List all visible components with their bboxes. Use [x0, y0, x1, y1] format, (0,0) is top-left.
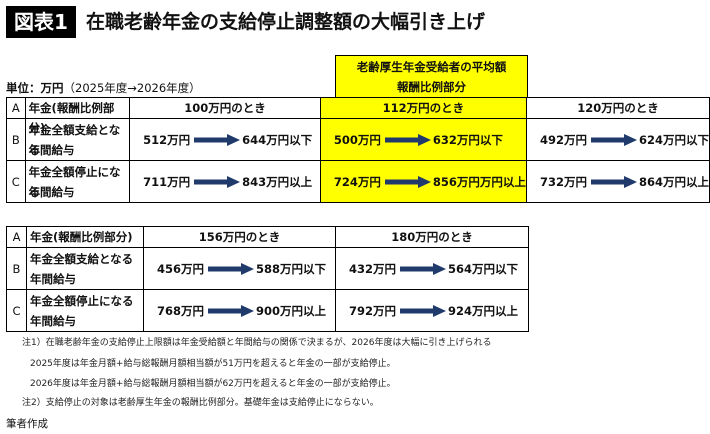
row-label-line: 年金(報酬比例部分)	[30, 230, 133, 244]
value-cell: 512万円 644万円以下	[129, 118, 321, 161]
value-2026: 632万円以下	[432, 132, 503, 147]
note-1-detail-2026: 2026年度は年金月額+給与総報酬月額相当額が62万円を超えると年金の一部が支給…	[30, 379, 396, 389]
right-arrow-icon	[194, 133, 241, 146]
row-letter: B	[6, 118, 26, 161]
value-2026: 864万円以上	[638, 174, 709, 189]
value-2026: 856万円万円以上	[432, 174, 526, 189]
right-arrow-icon	[384, 175, 431, 188]
value-cell: 768万円 900万円以上	[143, 289, 336, 332]
right-arrow-icon	[208, 304, 255, 317]
value-cell: 456万円 588万円以下	[143, 247, 336, 290]
value-2025: 768万円	[157, 303, 205, 318]
value-cell: 432万円 564万円以下	[335, 247, 529, 290]
value-cell: 500万円 632万円以下	[319, 118, 527, 161]
row-letter: B	[6, 247, 27, 290]
row-label: 年金全額支給となる 年間給与	[26, 247, 144, 290]
table-row: C 年金全額停止になる 年間給与 768万円 900万円以上 792万円 924万円以上	[6, 289, 529, 332]
page-title: 在職老齢年金の支給停止調整額の大幅引き上げ	[86, 11, 486, 33]
value-cell: 711万円 843万円以上	[129, 160, 321, 203]
note-2: 注2）支給停止の対象は老齢厚生年金の報酬比例部分。基礎年金は支給停止にならない。	[22, 398, 379, 408]
row-label-line: 年金全額支給となる	[28, 122, 121, 157]
value-2026: 924万円以上	[448, 303, 519, 318]
row-label-line: 年金全額支給となる	[30, 251, 134, 266]
row-label-line: 年間給与	[28, 184, 75, 199]
value-2026: 900万円以上	[256, 303, 327, 318]
row-label: 年金全額停止になる 年間給与	[26, 289, 144, 332]
row-letter: C	[6, 160, 26, 203]
author-credit: 筆者作成	[6, 418, 48, 430]
row-letter: A	[6, 226, 27, 248]
row-label: 年金全額停止になる 年間給与	[24, 160, 131, 203]
note-1: 注1）在職老齢年金の支給停止上限額は年金受給額と年間給与の関係で決まるが、202…	[22, 338, 492, 348]
value-2026: 624万円以下	[638, 132, 709, 147]
table-row: A 年金(報酬比例部分) 156万円のとき 180万円のとき	[6, 226, 529, 248]
right-arrow-icon	[590, 133, 637, 146]
row-label-line: 年金全額停止になる	[30, 293, 134, 308]
row-label: 年金全額支給となる 年間給与	[24, 118, 131, 161]
value-2025: 711万円	[143, 174, 191, 189]
highlight-header: 老齢厚生年金受給者の平均額 報酬比例部分	[335, 55, 528, 97]
pension-table-2: A 年金(報酬比例部分) 156万円のとき 180万円のとき B 年金全額支給となる 年間給…	[6, 226, 529, 332]
right-arrow-icon	[208, 262, 255, 275]
row-label: 年金(報酬比例部分)	[24, 97, 131, 135]
row-label-line: 年間給与	[30, 271, 76, 286]
highlight-header-line1: 老齢厚生年金受給者の平均額	[356, 60, 507, 74]
row-label: 年金(報酬比例部分)	[26, 226, 144, 248]
value-2026: 644万円以下	[242, 132, 313, 147]
highlight-header-line2: 報酬比例部分	[397, 80, 466, 94]
value-2025: 512万円	[143, 132, 191, 147]
unit-period: （2025年度→2026年度）	[63, 81, 201, 95]
value-2025: 732万円	[539, 174, 587, 189]
value-2025: 792万円	[349, 303, 397, 318]
value-2025: 500万円	[333, 132, 381, 147]
value-cell: 492万円 624万円以下	[525, 118, 710, 161]
table-row: A 年金(報酬比例部分) 100万円のとき 112万円のとき 120万円のとき	[6, 97, 710, 135]
value-cell: 732万円 864万円以上	[525, 160, 710, 203]
figure-label: 図表1	[6, 6, 76, 38]
right-arrow-icon	[384, 133, 431, 146]
right-arrow-icon	[590, 175, 637, 188]
table-row: B 年金全額支給となる 年間給与 456万円 588万円以下 432万円 564万円以下	[6, 247, 529, 290]
value-cell: 724万円 856万円万円以上	[319, 160, 527, 203]
unit-label-main: 単位：万円	[6, 81, 64, 95]
table-row: C 年金全額停止になる 年間給与 711万円 843万円以上 724万円 856万円万円以上…	[6, 160, 710, 203]
value-2026: 564万円以下	[448, 261, 519, 276]
column-header: 156万円のとき	[143, 226, 336, 248]
column-header: 112万円のとき	[319, 97, 527, 119]
row-label-line: 年金全額停止になる	[28, 164, 121, 199]
value-2025: 456万円	[157, 261, 205, 276]
row-letter: A	[6, 97, 26, 119]
column-header: 100万円のとき	[129, 97, 321, 119]
value-cell: 792万円 924万円以上	[335, 289, 529, 332]
row-label-line: 年間給与	[30, 313, 76, 328]
unit-label: 単位：万円（2025年度→2026年度）	[6, 80, 201, 96]
value-2025: 432万円	[349, 261, 397, 276]
note-1-detail-2025: 2025年度は年金月額+給与総報酬月額相当額が51万円を超えると年金の一部が支給…	[30, 359, 396, 369]
value-2026: 843万円以上	[242, 174, 313, 189]
value-2025: 724万円	[333, 174, 381, 189]
row-letter: C	[6, 289, 27, 332]
row-label-line: 年金(報酬比例部分)	[28, 101, 115, 135]
row-label-line: 年間給与	[28, 142, 75, 157]
right-arrow-icon	[400, 304, 447, 317]
pension-table-1: A 年金(報酬比例部分) 100万円のとき 112万円のとき 120万円のとき B 年金全額…	[6, 97, 710, 203]
column-header: 180万円のとき	[335, 226, 529, 248]
right-arrow-icon	[194, 175, 241, 188]
column-header: 120万円のとき	[525, 97, 710, 119]
value-2026: 588万円以下	[256, 261, 327, 276]
table-row: B 年金全額支給となる 年間給与 512万円 644万円以下 500万円 632万円以下 49…	[6, 118, 710, 161]
value-2025: 492万円	[539, 132, 587, 147]
right-arrow-icon	[400, 262, 447, 275]
